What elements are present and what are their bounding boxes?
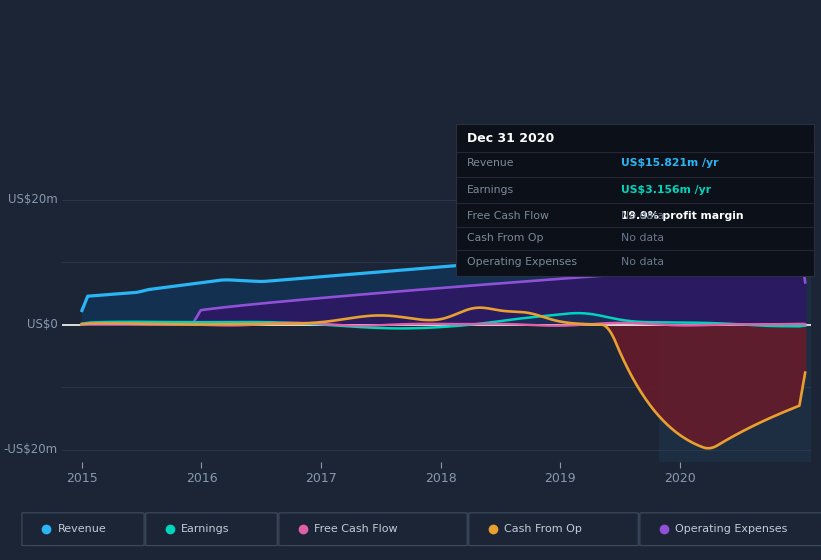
Text: Operating Expenses: Operating Expenses bbox=[676, 524, 787, 534]
Text: Free Cash Flow: Free Cash Flow bbox=[467, 211, 549, 221]
Text: -US$20m: -US$20m bbox=[4, 443, 57, 456]
Bar bbox=[659, 162, 811, 462]
Text: Earnings: Earnings bbox=[181, 524, 230, 534]
Text: Revenue: Revenue bbox=[467, 157, 515, 167]
Text: No data: No data bbox=[621, 211, 663, 221]
Text: US$0: US$0 bbox=[27, 318, 57, 331]
Text: Dec 31 2020: Dec 31 2020 bbox=[467, 132, 554, 145]
Text: No data: No data bbox=[621, 258, 663, 267]
Text: Revenue: Revenue bbox=[57, 524, 106, 534]
Text: No data: No data bbox=[621, 233, 663, 243]
Text: 19.9% profit margin: 19.9% profit margin bbox=[621, 211, 743, 221]
Text: Earnings: Earnings bbox=[467, 185, 514, 195]
Text: US$3.156m /yr: US$3.156m /yr bbox=[621, 185, 711, 195]
Text: US$20m: US$20m bbox=[8, 193, 57, 206]
Text: US$15.821m /yr: US$15.821m /yr bbox=[621, 157, 718, 167]
Text: Cash From Op: Cash From Op bbox=[467, 233, 544, 243]
Text: Free Cash Flow: Free Cash Flow bbox=[314, 524, 398, 534]
Text: Cash From Op: Cash From Op bbox=[504, 524, 582, 534]
Text: Operating Expenses: Operating Expenses bbox=[467, 258, 577, 267]
